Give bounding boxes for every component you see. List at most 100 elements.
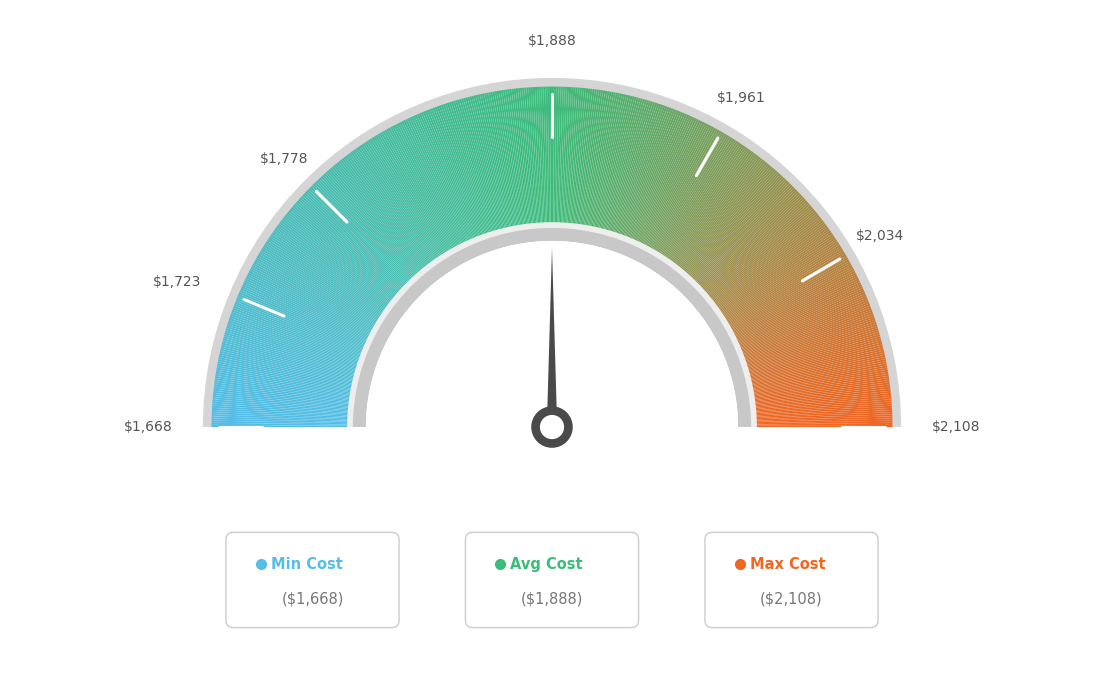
Wedge shape <box>734 280 860 341</box>
Wedge shape <box>212 406 350 415</box>
Wedge shape <box>611 101 654 234</box>
Wedge shape <box>593 93 622 229</box>
Wedge shape <box>740 302 869 354</box>
Wedge shape <box>712 220 824 305</box>
Wedge shape <box>716 228 830 310</box>
Wedge shape <box>754 421 892 424</box>
Wedge shape <box>741 306 871 356</box>
Wedge shape <box>217 361 354 389</box>
Wedge shape <box>669 149 751 263</box>
Wedge shape <box>588 92 616 228</box>
Text: Min Cost: Min Cost <box>270 557 342 571</box>
Wedge shape <box>754 410 892 418</box>
Wedge shape <box>384 130 454 251</box>
Wedge shape <box>751 363 887 391</box>
Wedge shape <box>571 88 586 226</box>
Wedge shape <box>752 382 890 402</box>
Wedge shape <box>293 205 399 296</box>
Wedge shape <box>651 131 722 252</box>
Wedge shape <box>751 370 888 394</box>
Wedge shape <box>619 106 667 237</box>
Wedge shape <box>722 245 840 320</box>
Wedge shape <box>221 344 357 380</box>
Wedge shape <box>220 351 355 383</box>
Wedge shape <box>683 169 775 275</box>
Wedge shape <box>682 168 774 274</box>
Wedge shape <box>743 314 873 361</box>
Wedge shape <box>455 100 496 233</box>
Wedge shape <box>691 180 788 282</box>
Wedge shape <box>747 338 881 375</box>
Wedge shape <box>212 400 351 412</box>
Wedge shape <box>644 124 709 248</box>
Wedge shape <box>699 194 802 290</box>
Wedge shape <box>376 134 449 254</box>
Wedge shape <box>375 135 448 255</box>
Wedge shape <box>370 139 445 257</box>
Wedge shape <box>289 208 397 298</box>
Wedge shape <box>217 359 354 388</box>
Wedge shape <box>585 91 609 228</box>
Wedge shape <box>681 165 771 273</box>
Wedge shape <box>316 180 413 282</box>
Wedge shape <box>742 310 872 359</box>
Wedge shape <box>667 147 747 262</box>
Wedge shape <box>753 388 891 406</box>
Wedge shape <box>752 378 889 400</box>
Wedge shape <box>635 117 693 243</box>
Wedge shape <box>633 115 689 242</box>
FancyBboxPatch shape <box>226 533 399 628</box>
Wedge shape <box>418 113 474 242</box>
Wedge shape <box>754 404 892 415</box>
Wedge shape <box>711 217 821 303</box>
Wedge shape <box>216 368 353 393</box>
Wedge shape <box>287 212 395 300</box>
Wedge shape <box>747 342 882 378</box>
Wedge shape <box>315 181 412 282</box>
Wedge shape <box>231 312 362 359</box>
Wedge shape <box>733 275 858 337</box>
Text: ($1,888): ($1,888) <box>521 591 583 607</box>
Wedge shape <box>395 124 460 248</box>
Wedge shape <box>587 92 614 228</box>
Wedge shape <box>693 184 792 284</box>
Wedge shape <box>361 144 439 260</box>
Wedge shape <box>438 106 486 237</box>
Wedge shape <box>235 299 364 353</box>
Wedge shape <box>509 89 528 226</box>
Wedge shape <box>729 261 850 330</box>
Wedge shape <box>750 357 885 386</box>
Wedge shape <box>341 158 428 268</box>
Wedge shape <box>646 126 712 249</box>
Wedge shape <box>737 294 867 349</box>
Wedge shape <box>225 330 359 371</box>
Wedge shape <box>382 131 453 252</box>
Wedge shape <box>723 246 841 321</box>
Wedge shape <box>250 268 373 334</box>
Wedge shape <box>670 150 752 264</box>
Wedge shape <box>349 153 433 265</box>
FancyBboxPatch shape <box>466 533 638 628</box>
Wedge shape <box>713 221 825 306</box>
Wedge shape <box>267 239 383 317</box>
Wedge shape <box>661 141 739 258</box>
Wedge shape <box>229 318 361 364</box>
Wedge shape <box>677 159 764 269</box>
Wedge shape <box>365 241 739 427</box>
Polygon shape <box>546 248 558 447</box>
Wedge shape <box>216 365 353 392</box>
Wedge shape <box>522 88 535 226</box>
Wedge shape <box>545 86 550 225</box>
Wedge shape <box>214 386 351 404</box>
Text: Max Cost: Max Cost <box>750 557 826 571</box>
Wedge shape <box>752 380 890 400</box>
Wedge shape <box>680 164 769 271</box>
Wedge shape <box>690 179 787 281</box>
Wedge shape <box>749 348 884 382</box>
Wedge shape <box>232 310 362 359</box>
Wedge shape <box>237 294 367 349</box>
Wedge shape <box>353 149 435 263</box>
Wedge shape <box>251 267 374 333</box>
Wedge shape <box>230 316 361 362</box>
Wedge shape <box>650 130 720 251</box>
